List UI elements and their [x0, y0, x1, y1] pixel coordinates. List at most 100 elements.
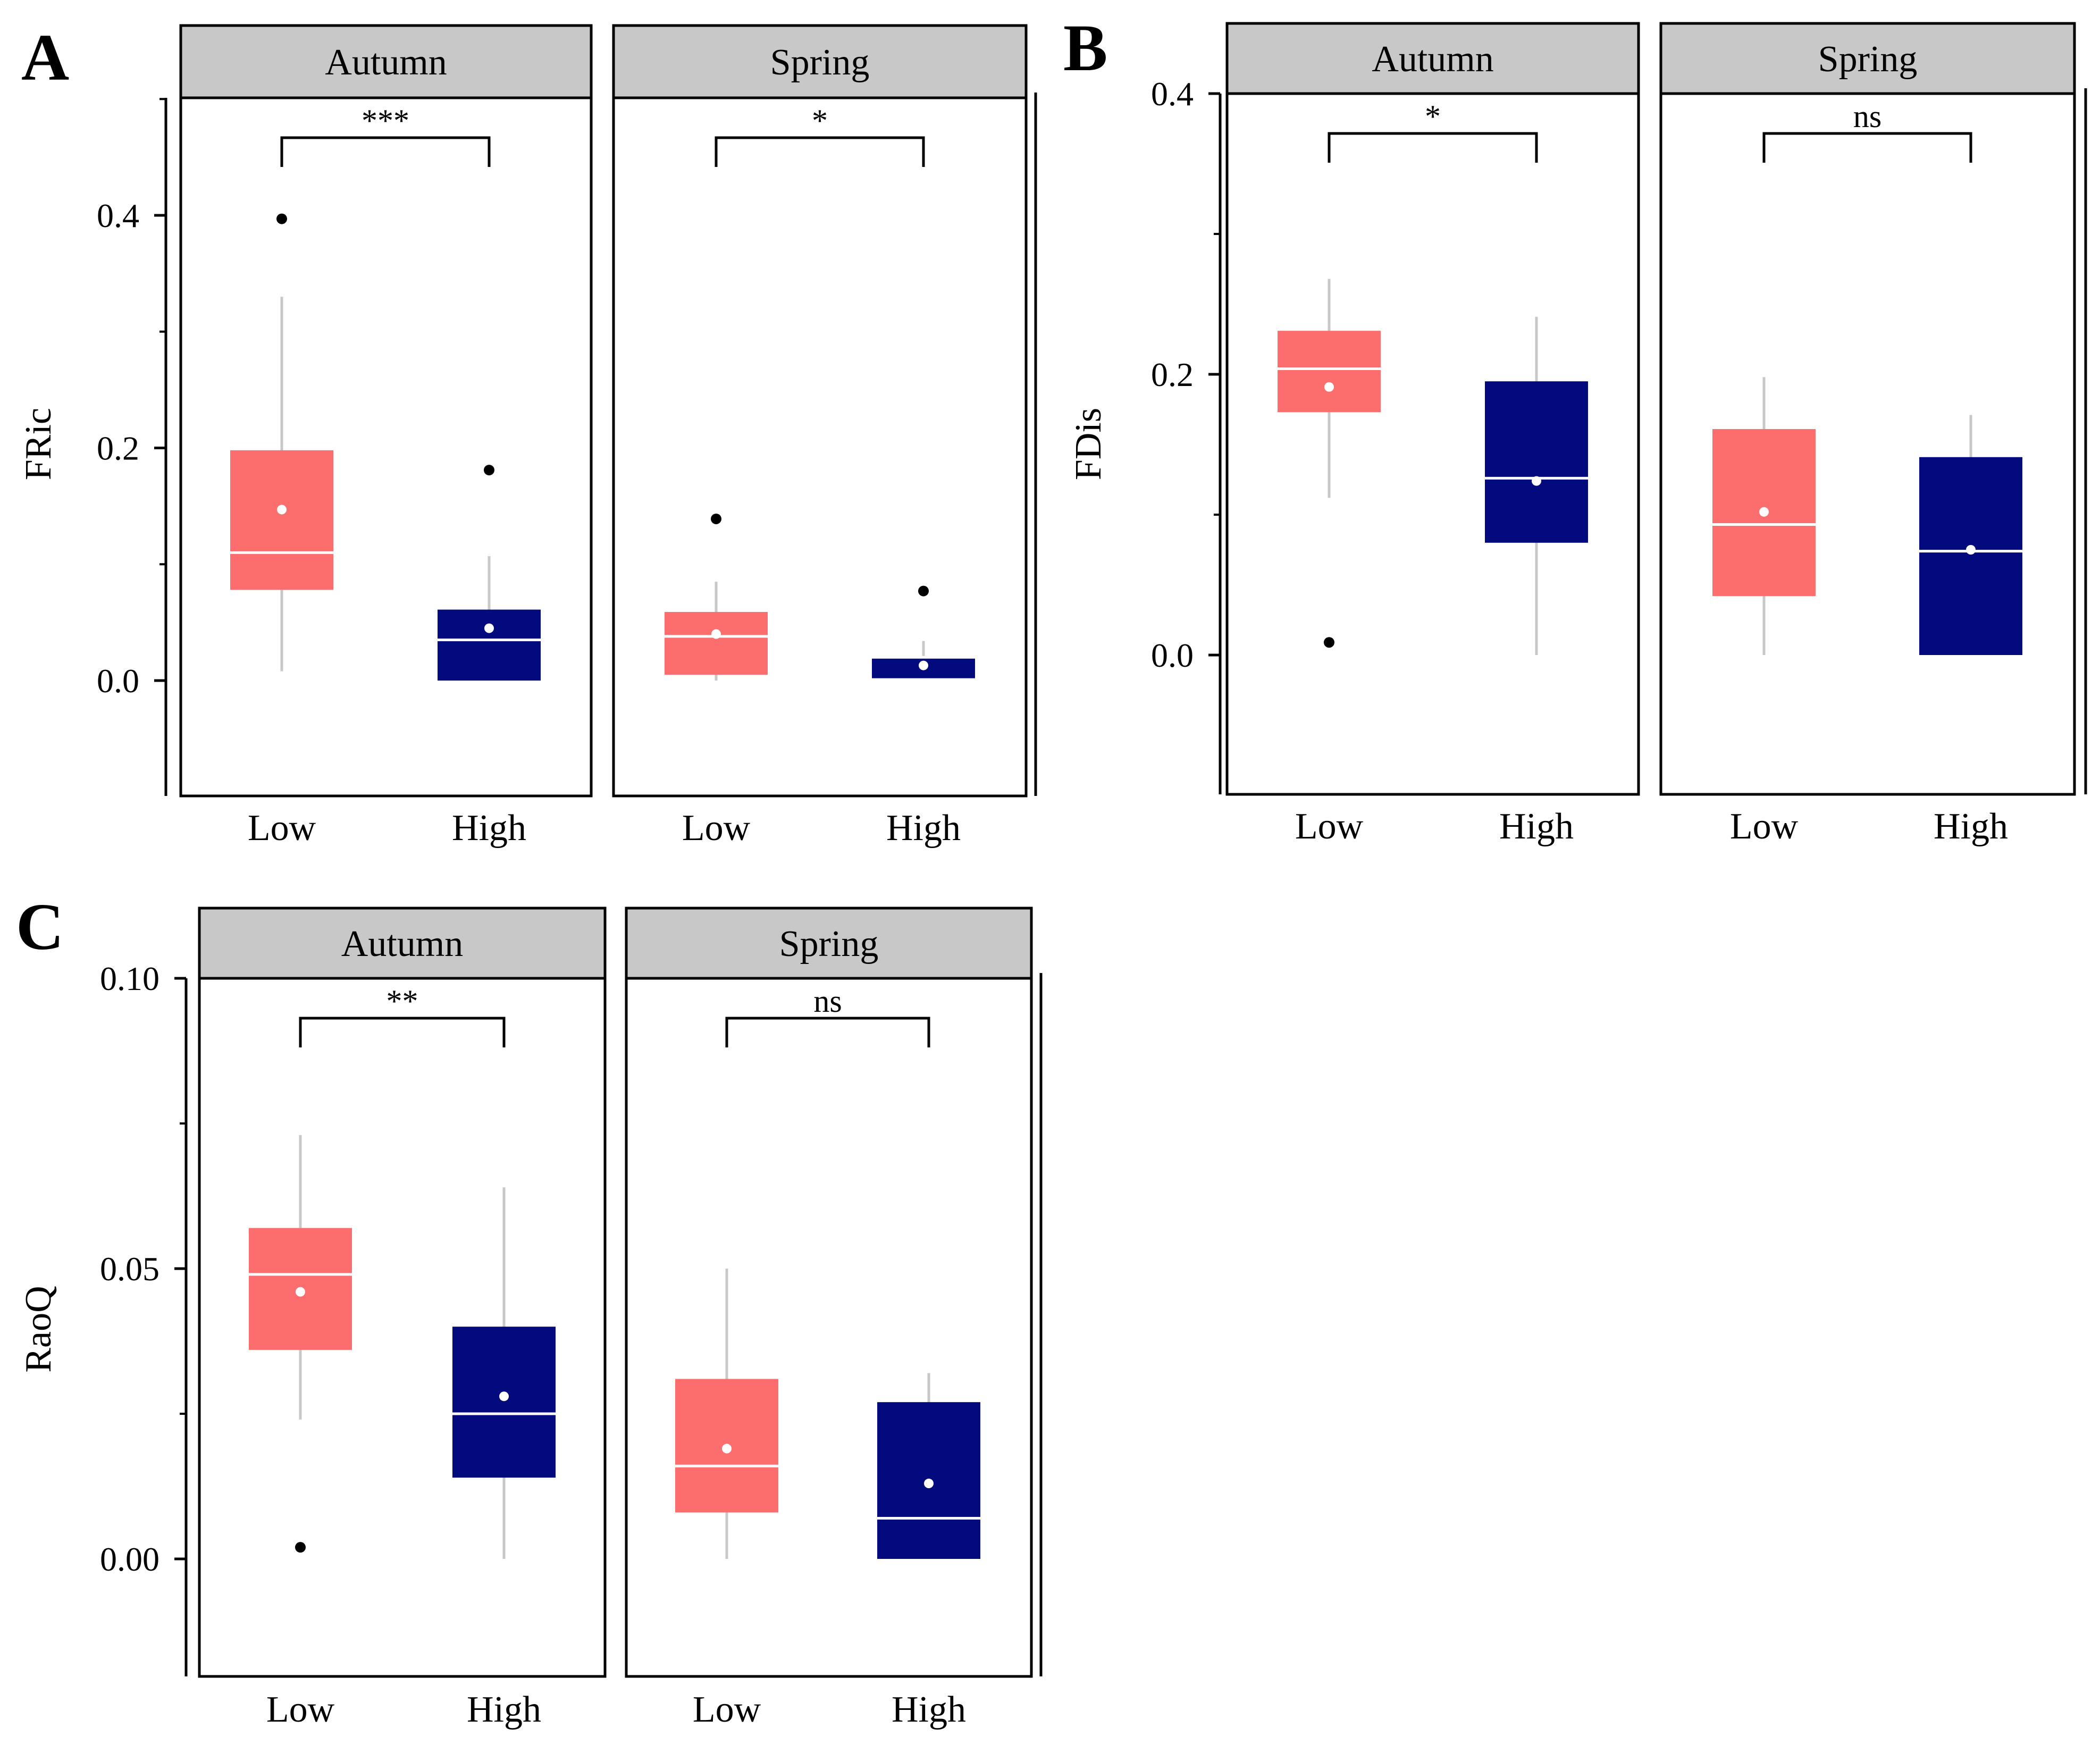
facet-strip	[612, 24, 1028, 99]
box-iqr	[230, 450, 333, 590]
significance-label: **	[387, 984, 418, 1019]
box-high	[438, 465, 541, 681]
box-low	[675, 1269, 778, 1559]
facet-strip	[179, 24, 593, 99]
mean-point	[919, 660, 928, 670]
x-tick-label: High	[892, 1689, 966, 1730]
facet-strip	[1659, 22, 2076, 95]
facet-plot-border	[1659, 92, 2076, 796]
significance-label: *	[1425, 99, 1441, 134]
mean-point	[722, 1444, 732, 1454]
facet-plot-border	[625, 977, 1033, 1678]
y-tick-label: 0.4	[97, 197, 139, 234]
box-iqr	[1485, 381, 1588, 543]
y-tick-label: 0.4	[1151, 75, 1194, 113]
box-low	[249, 1135, 352, 1553]
y-axis-title: RaoQ	[18, 1286, 59, 1372]
x-tick-label: High	[1499, 806, 1574, 847]
mean-point	[277, 505, 287, 515]
significance-label: *	[812, 103, 828, 138]
box-iqr	[438, 609, 541, 681]
facet-strip-label: Autumn	[341, 924, 463, 964]
x-tick-label: High	[886, 808, 961, 849]
outlier-point	[276, 213, 287, 224]
y-tick-label: 0.2	[97, 430, 139, 467]
panel-c: C RaoQ 0.00 0.05 0.10 Autumn ** Low High Spring ns…	[16, 891, 1043, 1730]
x-tick-label: Low	[682, 808, 751, 849]
box-low	[1712, 377, 1816, 655]
significance-bracket	[1328, 132, 1538, 163]
y-tick-label: 0.2	[1151, 356, 1194, 393]
facet-plot-border	[1225, 92, 1640, 796]
outlier-point	[711, 513, 721, 524]
box-high	[872, 585, 975, 678]
mean-point	[924, 1479, 934, 1489]
y-tick-label: 0.00	[100, 1540, 159, 1578]
outlier-point	[918, 585, 929, 597]
mean-point	[711, 629, 721, 639]
facet-spring: Spring ns Low High	[625, 907, 1033, 1730]
facet-autumn: Autumn * Low High	[1225, 22, 1640, 847]
box-high	[1919, 415, 2022, 655]
facet-strip-label: Spring	[1818, 39, 1918, 80]
mean-point	[1966, 545, 1976, 555]
significance-bracket	[280, 136, 491, 167]
y-tick-label: 0.10	[100, 960, 159, 997]
panel-label: B	[1063, 12, 1107, 85]
outlier-point	[1324, 637, 1334, 648]
facet-strip-label: Spring	[779, 924, 879, 964]
box-low	[1278, 279, 1381, 648]
significance-bracket	[715, 136, 925, 167]
box-iqr	[665, 611, 768, 675]
x-tick-label: Low	[266, 1689, 335, 1730]
box-iqr	[1919, 457, 2022, 655]
significance-bracket	[725, 1017, 930, 1047]
box-iqr	[452, 1327, 556, 1478]
box-high	[452, 1187, 556, 1559]
facet-autumn: Autumn *** Low High	[179, 24, 593, 849]
x-tick-label: High	[1934, 806, 2008, 847]
x-tick-label: Low	[693, 1689, 761, 1730]
mean-point	[1532, 476, 1541, 486]
facet-plot-border	[612, 96, 1028, 798]
y-tick-label: 0.05	[100, 1250, 159, 1288]
facet-autumn: Autumn ** Low High	[198, 907, 607, 1730]
significance-label: ns	[813, 984, 842, 1019]
facet-strip-label: Spring	[770, 42, 870, 83]
significance-label: ns	[1853, 99, 1881, 134]
panel-a: A FRic 0.0 0.2 0.4 Autumn *** Low High Spring * Low…	[18, 21, 1037, 849]
outlier-point	[484, 465, 494, 476]
y-tick-label: 0.0	[1151, 636, 1194, 674]
panel-label: A	[21, 21, 69, 95]
box-iqr	[1278, 331, 1381, 413]
facet-spring: Spring ns Low High	[1659, 22, 2076, 847]
mean-point	[499, 1391, 509, 1402]
significance-bracket	[1762, 132, 1972, 163]
mean-point	[1324, 382, 1334, 392]
facet-strip	[625, 907, 1033, 980]
outlier-point	[295, 1542, 306, 1553]
box-low	[230, 213, 333, 672]
x-tick-label: Low	[248, 808, 316, 849]
y-axis-title: FDis	[1068, 408, 1109, 480]
box-high	[877, 1373, 980, 1559]
mean-point	[296, 1287, 305, 1297]
y-axis-title: FRic	[18, 408, 59, 480]
significance-bracket	[299, 1017, 506, 1047]
x-tick-label: High	[452, 808, 526, 849]
panel-label: C	[16, 891, 64, 964]
mean-point	[1759, 507, 1769, 517]
x-tick-label: Low	[1295, 806, 1364, 847]
significance-label: ***	[362, 103, 409, 138]
panel-b: B FDis 0.0 0.2 0.4 Autumn * Low High Spring ns Low H…	[1063, 12, 2087, 847]
facet-strip-label: Autumn	[1372, 39, 1493, 80]
facet-plot-border	[179, 96, 593, 798]
facet-spring: Spring * Low High	[612, 24, 1028, 849]
x-tick-label: High	[467, 1689, 541, 1730]
facet-plot-border	[198, 977, 607, 1678]
box-low	[665, 513, 768, 681]
facet-strip-label: Autumn	[325, 42, 447, 83]
mean-point	[484, 623, 494, 633]
x-tick-label: Low	[1730, 806, 1799, 847]
